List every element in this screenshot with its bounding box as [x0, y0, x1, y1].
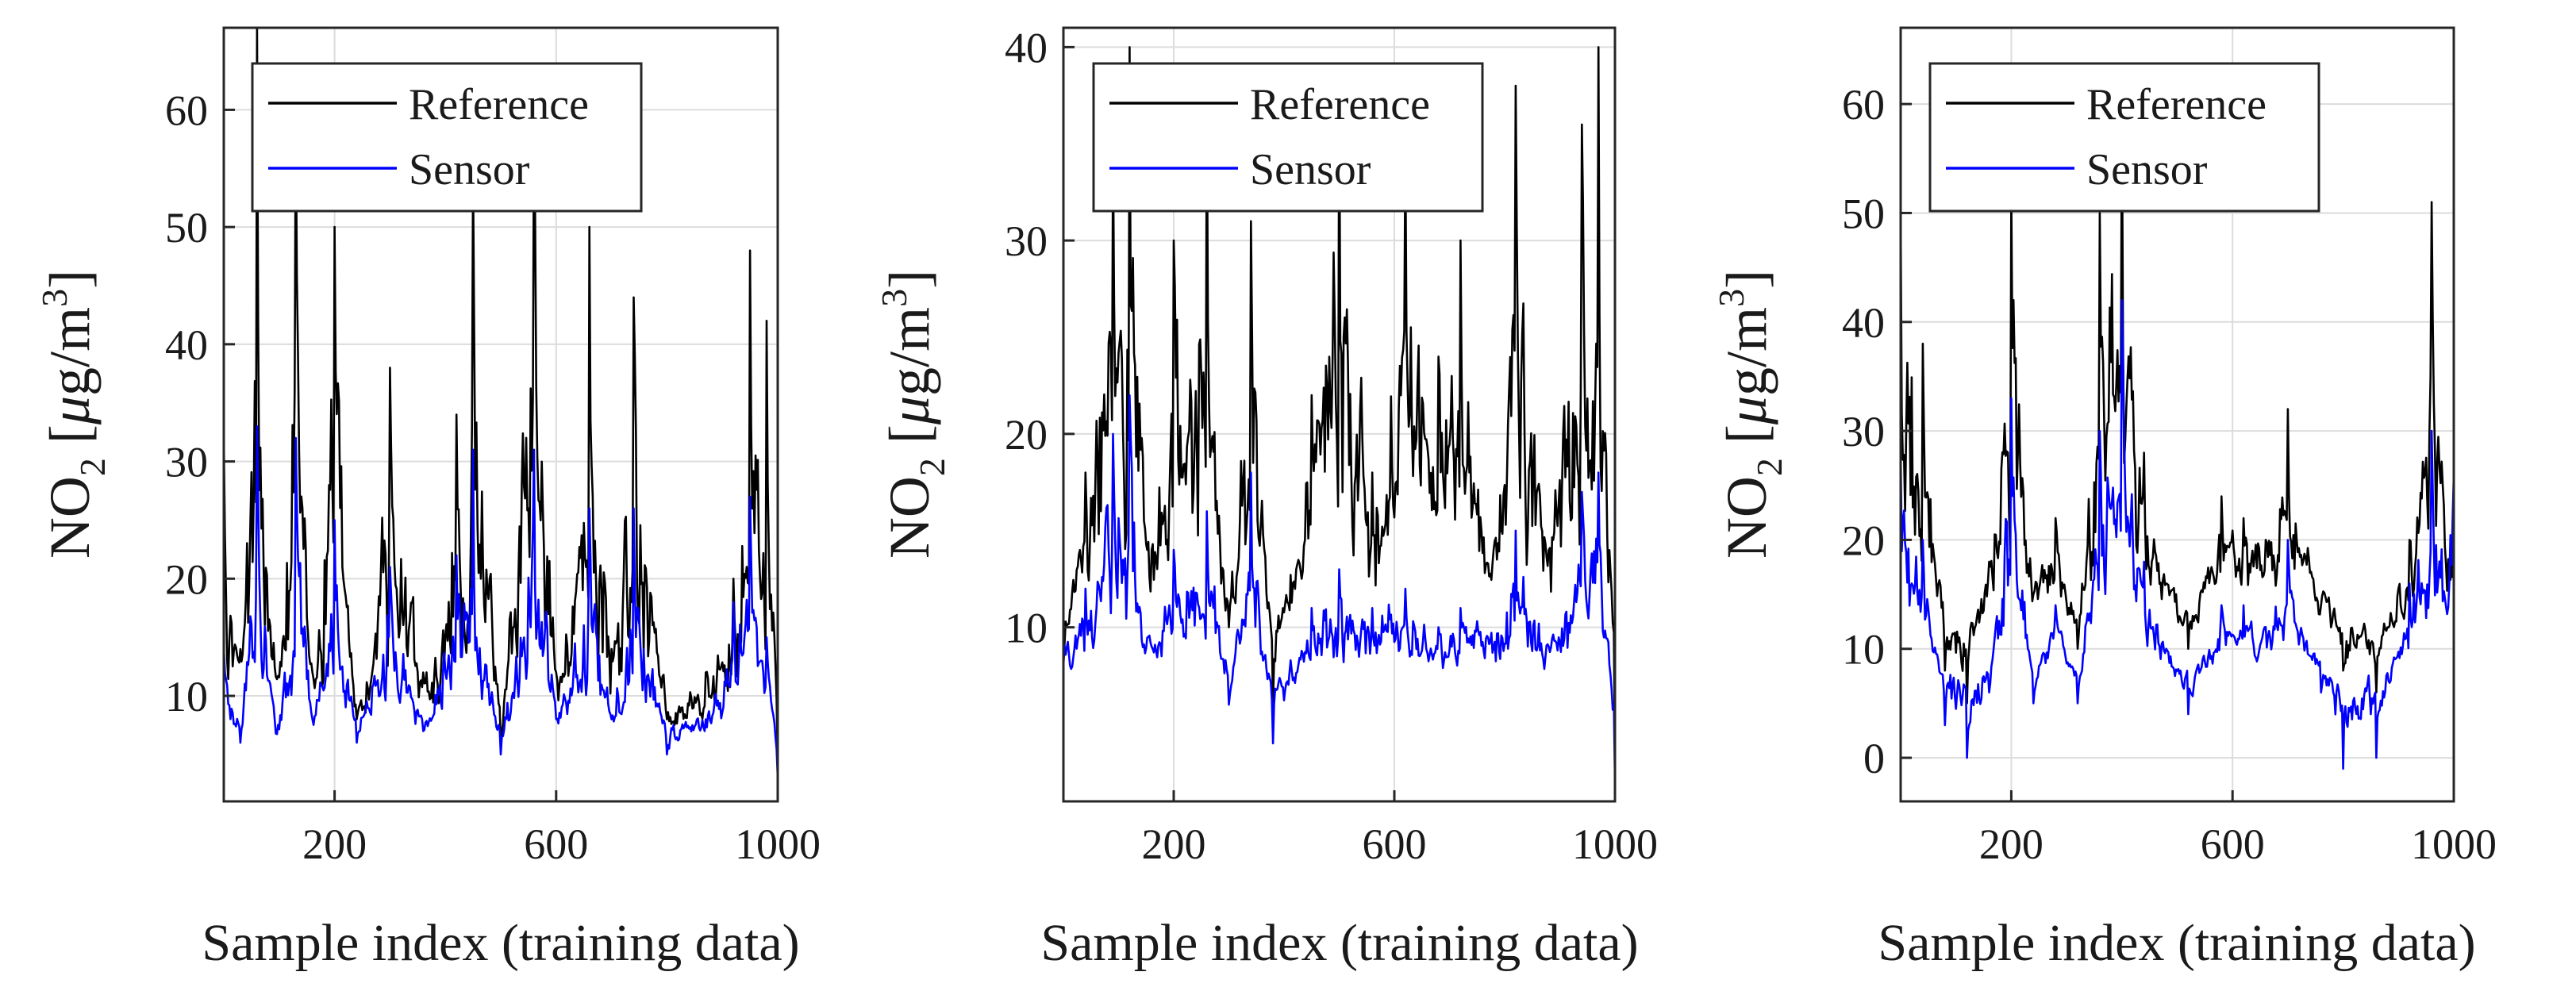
y-label-sub-middle: 2 — [912, 458, 952, 476]
series-line-sensor-left — [224, 425, 778, 778]
x-tick-label-left-200: 200 — [302, 820, 367, 868]
y-tick-label-left-60: 60 — [165, 86, 208, 134]
legend-label-sensor-right: Sensor — [2086, 145, 2208, 194]
y-label-close-middle: ] — [878, 270, 941, 289]
legend-right: Reference Sensor — [1928, 62, 2320, 213]
y-label-open-middle: [ — [878, 424, 941, 458]
y-tick-label-right-0: 0 — [1863, 735, 1885, 782]
y-tick-label-middle-10: 10 — [1005, 605, 1048, 652]
y-label-open-right: [ — [1715, 424, 1778, 458]
y-tick-label-middle-20: 20 — [1005, 411, 1048, 459]
y-label-open-left: [ — [38, 424, 102, 458]
series-line-sensor-right — [1901, 299, 2454, 770]
legend-box-right — [1928, 62, 2320, 213]
y-tick-label-left-10: 10 — [165, 673, 208, 720]
y-axis-label-middle: NO2 [μg/m3] — [874, 270, 952, 559]
y-label-close-right: ] — [1715, 270, 1778, 289]
y-tick-label-right-50: 50 — [1842, 190, 1885, 237]
y-label-no-right: NO — [1715, 476, 1778, 559]
y-axis-label-left: NO2 [μg/m3] — [34, 270, 113, 559]
legend-label-sensor-middle: Sensor — [1250, 145, 1371, 194]
panel-middle: 200 600 1000 10 20 30 40 Reference Sensor Samp… — [874, 24, 1658, 972]
x-axis-label-right: Sample index (training data) — [1878, 914, 2475, 972]
y-tick-label-middle-40: 40 — [1005, 24, 1048, 71]
x-axis-label-left: Sample index (training data) — [202, 914, 799, 972]
x-axis-label-middle: Sample index (training data) — [1040, 914, 1638, 972]
y-tick-label-right-10: 10 — [1842, 626, 1885, 674]
legend-box-left — [251, 62, 643, 213]
series-right — [1901, 102, 2454, 770]
series-left — [224, 28, 778, 778]
y-label-unit-right: g/m — [1715, 307, 1778, 396]
legend-label-reference-left: Reference — [409, 80, 589, 129]
y-label-no-middle: NO — [878, 476, 941, 559]
y-label-mu-middle: μ — [878, 396, 941, 425]
y-axis-label-right: NO2 [μg/m3] — [1711, 270, 1790, 559]
legend-label-sensor-left: Sensor — [409, 145, 530, 194]
legend-label-reference-middle: Reference — [1250, 80, 1430, 129]
x-tick-label-middle-200: 200 — [1142, 820, 1206, 868]
y-label-close-left: ] — [38, 270, 102, 289]
y-label-mu-left: μ — [38, 396, 102, 425]
x-tick-label-left-600: 600 — [524, 820, 588, 868]
plot-frame-left — [222, 26, 779, 803]
legend-left: Reference Sensor — [251, 62, 643, 213]
y-tick-label-right-40: 40 — [1842, 299, 1885, 347]
y-label-sup-left: 3 — [34, 289, 75, 307]
legend-label-reference-right: Reference — [2086, 80, 2266, 129]
y-tick-label-right-60: 60 — [1842, 81, 1885, 129]
x-tick-label-right-1000: 1000 — [2411, 820, 2497, 868]
y-label-sub-right: 2 — [1749, 458, 1790, 476]
plot-frame-middle — [1062, 26, 1617, 803]
series-line-reference-right — [1901, 102, 2454, 705]
y-tick-label-right-20: 20 — [1842, 517, 1885, 564]
ticks-right: 200 600 1000 0 10 20 30 40 50 60 — [1842, 81, 2497, 868]
x-tick-label-left-1000: 1000 — [735, 820, 821, 868]
y-tick-label-left-40: 40 — [165, 321, 208, 369]
y-label-unit-middle: g/m — [878, 307, 941, 396]
y-tick-label-left-30: 30 — [165, 439, 208, 486]
y-tick-label-left-20: 20 — [165, 555, 208, 603]
ticks-left: 200 600 1000 10 20 30 40 50 60 — [165, 86, 821, 868]
y-label-sub-left: 2 — [72, 458, 113, 476]
y-tick-label-right-30: 30 — [1842, 408, 1885, 455]
plot-frame-right — [1899, 26, 2455, 803]
x-tick-label-middle-1000: 1000 — [1572, 820, 1658, 868]
panel-right: 200 600 1000 0 10 20 30 40 50 60 Reference Sensor… — [1711, 26, 2497, 972]
y-label-sup-middle: 3 — [874, 289, 914, 307]
x-tick-label-right-600: 600 — [2201, 820, 2265, 868]
y-label-no-left: NO — [38, 476, 102, 559]
y-tick-label-middle-30: 30 — [1005, 217, 1048, 265]
series-line-sensor-middle — [1063, 394, 1615, 782]
x-tick-label-right-200: 200 — [1979, 820, 2043, 868]
legend-box-middle — [1092, 62, 1484, 213]
x-tick-label-middle-600: 600 — [1363, 820, 1427, 868]
y-tick-label-left-50: 50 — [165, 204, 208, 252]
y-label-unit-left: g/m — [38, 307, 102, 396]
y-label-sup-right: 3 — [1711, 289, 1751, 307]
ticks-middle: 200 600 1000 10 20 30 40 — [1005, 24, 1658, 868]
y-label-mu-right: μ — [1715, 396, 1778, 425]
legend-middle: Reference Sensor — [1092, 62, 1484, 213]
